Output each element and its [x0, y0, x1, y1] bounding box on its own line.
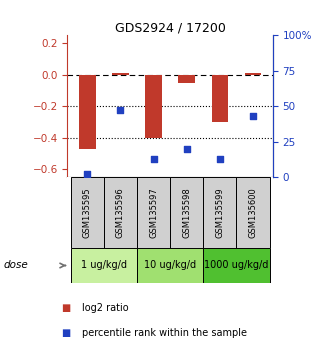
- Bar: [71, 248, 137, 283]
- Bar: [203, 177, 236, 248]
- Bar: [104, 177, 137, 248]
- Bar: [137, 177, 170, 248]
- Bar: [203, 248, 270, 283]
- Text: 10 ug/kg/d: 10 ug/kg/d: [144, 261, 196, 270]
- Text: GSM135597: GSM135597: [149, 187, 158, 238]
- Bar: [178, 75, 195, 82]
- Text: 1000 ug/kg/d: 1000 ug/kg/d: [204, 261, 269, 270]
- Point: [184, 146, 189, 152]
- Bar: [145, 75, 162, 138]
- Text: 1 ug/kg/d: 1 ug/kg/d: [81, 261, 127, 270]
- Text: GSM135595: GSM135595: [83, 187, 92, 238]
- Bar: [137, 248, 203, 283]
- Point: [85, 171, 90, 177]
- Bar: [245, 73, 261, 75]
- Text: GSM135600: GSM135600: [248, 187, 257, 238]
- Bar: [71, 177, 104, 248]
- Title: GDS2924 / 17200: GDS2924 / 17200: [115, 21, 226, 34]
- Point: [217, 156, 222, 161]
- Text: GSM135596: GSM135596: [116, 187, 125, 238]
- Text: GSM135598: GSM135598: [182, 187, 191, 238]
- Point: [250, 113, 256, 119]
- Bar: [212, 75, 228, 122]
- Point: [118, 108, 123, 113]
- Point: [151, 156, 156, 161]
- Text: GSM135599: GSM135599: [215, 187, 224, 238]
- Bar: [79, 75, 96, 149]
- Text: ■: ■: [61, 328, 70, 338]
- Bar: [112, 73, 129, 75]
- Text: dose: dose: [3, 261, 28, 270]
- Bar: [236, 177, 270, 248]
- Text: percentile rank within the sample: percentile rank within the sample: [82, 328, 247, 338]
- Text: log2 ratio: log2 ratio: [82, 303, 128, 313]
- Bar: [170, 177, 203, 248]
- Text: ■: ■: [61, 303, 70, 313]
